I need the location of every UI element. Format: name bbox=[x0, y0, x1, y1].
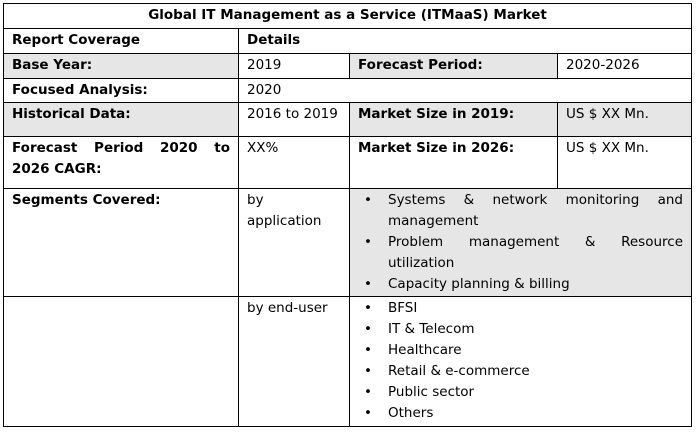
title-row: Global IT Management as a Service (ITMaa… bbox=[2, 3, 693, 29]
application-segment-list: • Systems & network monitoring and manage… bbox=[358, 190, 683, 295]
segment-item-label: Healthcare bbox=[388, 342, 462, 358]
list-item: • Capacity planning & billing bbox=[358, 274, 683, 295]
segments-covered-label: Segments Covered: bbox=[3, 188, 239, 297]
segment-item-label: Systems & network monitoring and managem… bbox=[388, 192, 684, 229]
end-user-segments-cell: • BFSI • IT & Telecom • Healthcare • Retail … bbox=[348, 296, 693, 427]
segment-item-label: Retail & e-commerce bbox=[388, 363, 530, 379]
segment-item-label: Public sector bbox=[388, 384, 475, 400]
bullet-icon: • bbox=[364, 234, 372, 250]
list-item: • Retail & e-commerce bbox=[358, 361, 683, 382]
application-segments-cell: • Systems & network monitoring and manage… bbox=[348, 188, 693, 297]
historical-data-label: Historical Data: bbox=[3, 102, 239, 137]
segments-end-user-row: by end-user • BFSI • IT & Telecom • Healthc… bbox=[3, 296, 693, 427]
historical-row: Historical Data: 2016 to 2019 Market Siz… bbox=[3, 102, 693, 137]
list-item: • Problem management & Resource utilizati… bbox=[358, 232, 683, 274]
segment-item-label: Problem management & Resource utilizatio… bbox=[388, 234, 684, 271]
market-size-2026-label: Market Size in 2026: bbox=[349, 136, 558, 189]
market-size-2026-value: US $ XX Mn. bbox=[556, 136, 693, 189]
historical-data-value: 2016 to 2019 bbox=[238, 102, 350, 137]
segment-item-label: Capacity planning & billing bbox=[388, 276, 570, 292]
base-year-value: 2019 bbox=[238, 53, 350, 79]
end-user-segment-list: • BFSI • IT & Telecom • Healthcare • Retail … bbox=[358, 298, 683, 424]
bullet-icon: • bbox=[364, 342, 372, 358]
list-item: • Others bbox=[358, 403, 683, 424]
by-application-label: by application bbox=[238, 188, 350, 297]
forecast-period-label: Forecast Period: bbox=[349, 53, 558, 79]
market-size-2019-label: Market Size in 2019: bbox=[349, 102, 558, 137]
base-year-row: Base Year: 2019 Forecast Period: 2020-20… bbox=[3, 53, 693, 79]
focused-analysis-value: 2020 bbox=[237, 78, 693, 103]
base-year-label: Base Year: bbox=[3, 53, 239, 79]
header-details: Details bbox=[237, 28, 693, 54]
forecast-cagr-row: Forecast Period 2020 to 2026 CAGR: XX% M… bbox=[3, 136, 693, 189]
segments-application-row: Segments Covered: by application • System… bbox=[3, 188, 693, 297]
market-size-2019-value: US $ XX Mn. bbox=[556, 102, 693, 137]
bullet-icon: • bbox=[364, 192, 372, 208]
focused-analysis-row: Focused Analysis: 2020 bbox=[3, 78, 693, 103]
bullet-icon: • bbox=[364, 384, 372, 400]
bullet-icon: • bbox=[364, 300, 372, 316]
report-table: Global IT Management as a Service (ITMaa… bbox=[2, 3, 693, 427]
list-item: • Public sector bbox=[358, 382, 683, 403]
list-item: • Systems & network monitoring and manage… bbox=[358, 190, 683, 232]
by-end-user-label: by end-user bbox=[238, 296, 350, 427]
list-item: • Healthcare bbox=[358, 340, 683, 361]
focused-analysis-label: Focused Analysis: bbox=[3, 78, 239, 103]
bullet-icon: • bbox=[364, 321, 372, 337]
segment-item-label: IT & Telecom bbox=[388, 321, 475, 337]
header-report-coverage: Report Coverage bbox=[3, 28, 239, 54]
segment-item-label: BFSI bbox=[388, 300, 418, 316]
table-title: Global IT Management as a Service (ITMaa… bbox=[2, 3, 693, 29]
bullet-icon: • bbox=[364, 405, 372, 421]
segment-item-label: Others bbox=[388, 405, 434, 421]
bullet-icon: • bbox=[364, 363, 372, 379]
forecast-period-value: 2020-2026 bbox=[556, 53, 693, 79]
forecast-cagr-label: Forecast Period 2020 to 2026 CAGR: bbox=[3, 136, 239, 189]
list-item: • BFSI bbox=[358, 298, 683, 319]
bullet-icon: • bbox=[364, 276, 372, 292]
forecast-cagr-value: XX% bbox=[238, 136, 350, 189]
list-item: • IT & Telecom bbox=[358, 319, 683, 340]
header-row: Report Coverage Details bbox=[3, 28, 693, 54]
empty-cell bbox=[3, 296, 239, 427]
